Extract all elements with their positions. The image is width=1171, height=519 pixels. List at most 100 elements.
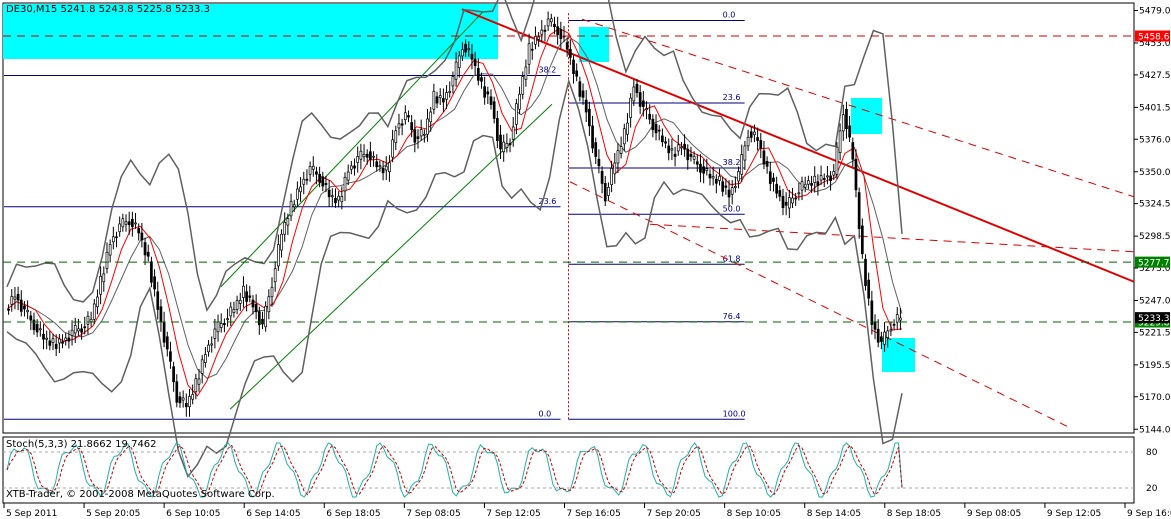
candle-body	[762, 150, 766, 165]
candle-body	[77, 328, 80, 332]
candle-body	[486, 91, 490, 95]
price-label-text: 5277.7	[1138, 259, 1170, 269]
candle-body	[121, 218, 125, 228]
candle-body	[753, 131, 756, 136]
price-tick-label: 5247.0	[1139, 297, 1171, 307]
fib2-level-label: 100.0	[723, 409, 746, 418]
candle-body	[73, 325, 77, 334]
price-tick-label: 5401.5	[1139, 103, 1171, 113]
candle-body	[772, 177, 775, 182]
price-label-text: 5233.3	[1138, 314, 1170, 324]
time-tick-label: 8 Sep 10:05	[727, 509, 781, 519]
time-tick-label: 8 Sep 14:05	[807, 509, 861, 519]
candle-body	[181, 397, 185, 401]
candle-body	[219, 323, 223, 328]
candle-body	[105, 251, 109, 269]
time-tick-label: 9 Sep 08:05	[967, 509, 1021, 519]
candle-body	[343, 176, 347, 192]
candle-body	[841, 114, 845, 132]
candle-body	[829, 175, 832, 181]
candle-body	[137, 228, 141, 234]
price-label-box	[1135, 30, 1170, 42]
candle-body	[860, 225, 864, 255]
price-tick-label: 5195.5	[1139, 361, 1171, 371]
candle-body	[622, 128, 626, 145]
candle-body	[245, 291, 248, 302]
candle-body	[734, 186, 737, 188]
candle-body	[143, 242, 147, 256]
candle-body	[591, 125, 594, 149]
candle-body	[365, 153, 369, 158]
price-label-box	[1135, 312, 1170, 324]
candle-body	[572, 59, 575, 75]
price-axis: 5479.0 5453.0 5427.5 5401.5 5376.0 5350.0 5324…	[1134, 7, 1171, 435]
candle-body	[38, 328, 42, 331]
candle-body	[626, 122, 629, 135]
candle-body	[721, 181, 725, 192]
candle-body	[140, 232, 144, 241]
candle-body	[521, 76, 525, 95]
candle-body	[451, 76, 455, 87]
candle-body	[289, 200, 293, 217]
candle-body	[445, 92, 448, 100]
candle-body	[673, 153, 677, 157]
candle-body	[26, 310, 29, 313]
candle-body	[311, 165, 315, 170]
candle-body	[759, 140, 763, 149]
candle-body	[165, 336, 169, 350]
price-tick-label: 5350.0	[1139, 168, 1171, 178]
price-tick-label: 5324.5	[1139, 200, 1171, 210]
candle-body	[286, 218, 290, 226]
candle-body	[461, 49, 464, 57]
candle-body	[61, 341, 64, 344]
candle-body	[680, 146, 683, 149]
candle-body	[778, 190, 782, 197]
candle-body	[848, 125, 851, 138]
candle-body	[207, 344, 210, 353]
channel-green-lower	[229, 103, 553, 410]
candle-body	[254, 303, 258, 313]
candle-body	[388, 162, 391, 173]
candle-body	[676, 144, 680, 152]
candle-body	[226, 318, 229, 321]
candle-body	[359, 150, 363, 160]
candle-body	[42, 333, 45, 340]
candle-body	[330, 195, 334, 198]
candle-body	[695, 161, 699, 165]
candle-body	[16, 293, 20, 301]
candle-body	[651, 118, 655, 131]
candle-body	[664, 141, 667, 144]
candle-body	[867, 279, 871, 299]
candle-body	[746, 136, 750, 147]
candle-body	[89, 318, 93, 323]
candle-body	[889, 329, 893, 332]
candle-body	[429, 111, 433, 123]
candle-body	[146, 251, 150, 257]
candle-body	[880, 336, 883, 342]
candle-body	[641, 100, 645, 107]
candle-body	[403, 112, 407, 121]
candle-body	[448, 91, 452, 93]
candle-body	[238, 299, 242, 304]
price-tick-label: 5144.0	[1139, 425, 1171, 435]
channel-lines	[220, 8, 1135, 428]
candle-body	[851, 142, 855, 160]
candle-body	[584, 99, 588, 113]
candle-body	[223, 323, 226, 326]
candle-body	[692, 155, 696, 160]
candle-body	[191, 394, 195, 400]
candle-body	[464, 43, 467, 53]
candle-body	[391, 139, 394, 158]
candle-body	[775, 183, 778, 194]
candle-body	[270, 286, 274, 298]
stoch-tick-label: 20	[1146, 484, 1158, 494]
candle-body	[705, 168, 709, 171]
indicator-title: Stoch(5,3,3) 21.8662 19.7462	[6, 439, 157, 450]
candle-body	[724, 185, 728, 188]
candle-body	[864, 258, 867, 286]
candle-body	[118, 223, 122, 233]
candle-body	[369, 151, 372, 160]
candle-body	[870, 300, 874, 325]
candle-body	[35, 323, 39, 333]
candle-body	[375, 161, 379, 168]
